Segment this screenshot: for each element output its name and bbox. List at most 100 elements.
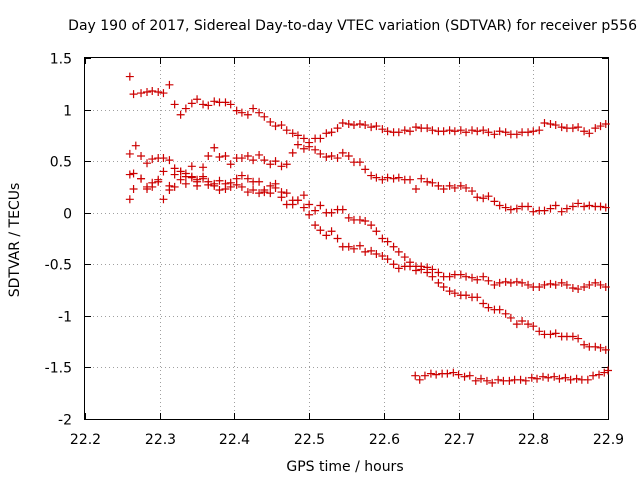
data-point	[394, 173, 403, 182]
data-point	[165, 80, 174, 89]
data-point	[165, 156, 174, 165]
data-point	[454, 370, 463, 379]
data-point	[148, 87, 157, 96]
data-point	[367, 123, 376, 132]
data-point	[445, 181, 454, 190]
data-point	[199, 163, 208, 172]
data-point	[473, 127, 482, 136]
data-point	[367, 246, 376, 255]
data-point	[383, 237, 392, 246]
data-point	[445, 272, 454, 281]
data-point	[411, 266, 420, 275]
data-point	[562, 204, 571, 213]
data-point	[580, 340, 589, 349]
data-point	[299, 134, 308, 143]
data-point	[456, 181, 465, 190]
data-point	[293, 140, 302, 149]
data-point	[237, 182, 246, 191]
data-point	[131, 141, 140, 150]
series-track-3	[125, 167, 610, 354]
data-point	[372, 173, 381, 182]
data-point	[361, 121, 370, 130]
data-point	[226, 160, 235, 169]
data-point	[601, 203, 610, 212]
data-point	[181, 179, 190, 188]
data-point	[434, 278, 443, 287]
x-tick-label: 22.2	[70, 432, 101, 448]
data-point	[585, 201, 594, 210]
data-point	[282, 160, 291, 169]
data-point	[333, 234, 342, 243]
x-tick-label: 22.7	[444, 432, 475, 448]
data-points	[125, 72, 612, 387]
data-point	[557, 207, 566, 216]
data-point	[344, 213, 353, 222]
data-point	[349, 121, 358, 130]
data-point	[585, 129, 594, 138]
data-point	[495, 305, 504, 314]
data-point	[479, 126, 488, 135]
data-point	[434, 268, 443, 277]
y-tick-label: 0	[63, 207, 72, 223]
data-point	[243, 188, 252, 197]
data-point	[524, 128, 533, 137]
data-point	[322, 231, 331, 240]
data-point	[506, 205, 515, 214]
data-point	[311, 221, 320, 230]
data-point	[349, 244, 358, 253]
data-point	[125, 72, 134, 81]
data-point	[299, 203, 308, 212]
data-point	[293, 196, 302, 205]
data-point	[490, 280, 499, 289]
data-point	[383, 173, 392, 182]
data-point	[210, 181, 219, 190]
data-point	[445, 287, 454, 296]
data-point	[568, 202, 577, 211]
data-point	[372, 249, 381, 258]
data-point	[143, 88, 152, 97]
data-point	[591, 342, 600, 351]
data-point	[501, 128, 510, 137]
data-point	[221, 184, 230, 193]
data-point	[204, 101, 213, 110]
data-point	[125, 195, 134, 204]
series-track-4	[125, 173, 610, 294]
data-point	[249, 104, 258, 113]
data-point	[540, 206, 549, 215]
data-point	[237, 154, 246, 163]
data-point	[574, 334, 583, 343]
data-point	[506, 278, 515, 287]
data-point	[137, 174, 146, 183]
data-point	[243, 151, 252, 160]
data-point	[154, 88, 163, 97]
data-point	[277, 121, 286, 130]
data-point	[277, 193, 286, 202]
data-point	[462, 291, 471, 300]
data-point	[271, 122, 280, 131]
data-point	[129, 169, 138, 178]
chart-title: Day 190 of 2017, Sidereal Day-to-day VTE…	[68, 18, 637, 34]
data-point	[423, 177, 432, 186]
data-point	[361, 165, 370, 174]
data-point	[355, 120, 364, 129]
data-point	[137, 89, 146, 98]
data-point	[479, 194, 488, 203]
data-point	[550, 372, 559, 381]
data-point	[383, 127, 392, 136]
data-point	[555, 374, 564, 383]
data-point	[501, 309, 510, 318]
data-point	[333, 124, 342, 133]
data-point	[232, 106, 241, 115]
data-point	[417, 262, 426, 271]
data-point	[411, 184, 420, 193]
data-point	[568, 284, 577, 293]
data-point	[411, 123, 420, 132]
data-point	[125, 170, 134, 179]
data-point	[595, 370, 604, 379]
data-point	[601, 282, 610, 291]
data-point	[518, 278, 527, 287]
data-point	[529, 322, 538, 331]
data-point	[159, 89, 168, 98]
data-point	[148, 182, 157, 191]
data-point	[535, 282, 544, 291]
